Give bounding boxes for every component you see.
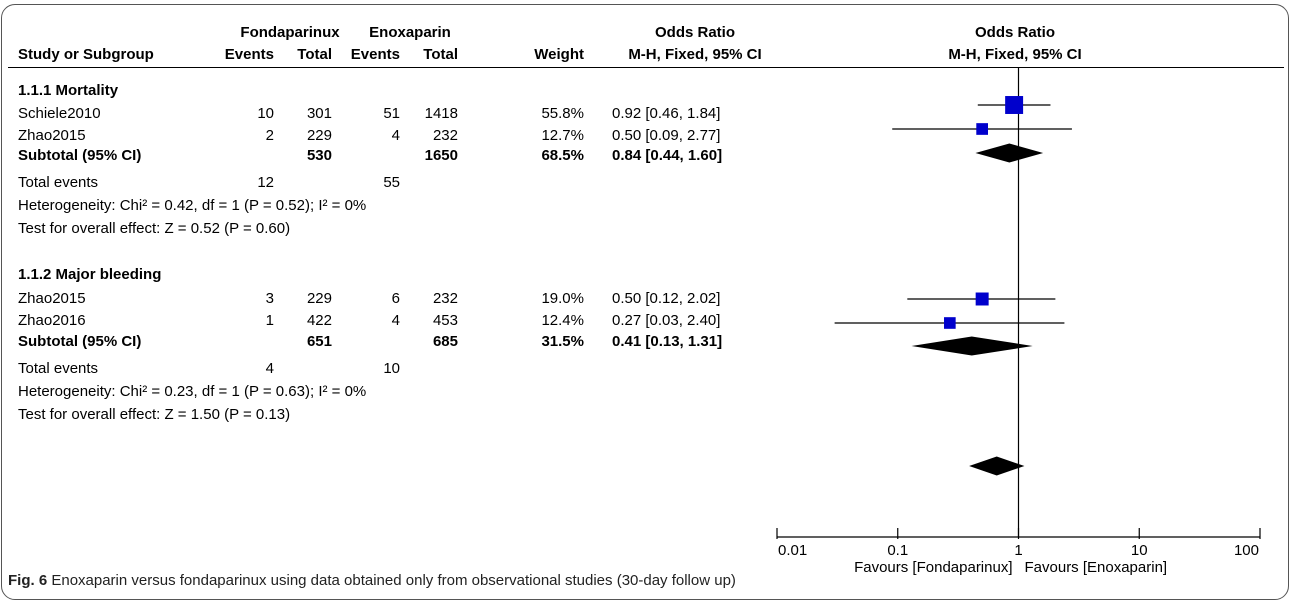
header-study-col: Study or Subgroup bbox=[18, 46, 154, 63]
total-2: 1650 bbox=[424, 147, 458, 164]
total-1: 422 bbox=[306, 312, 332, 329]
pooled-diamond bbox=[975, 143, 1044, 163]
header-or-title: Odds Ratio bbox=[654, 24, 735, 41]
total-1: 229 bbox=[306, 290, 332, 307]
odds-ratio-ci: 0.84 [0.44, 1.60] bbox=[612, 147, 723, 164]
events-2: 55 bbox=[383, 174, 400, 191]
row-label: Schiele2010 bbox=[18, 105, 101, 122]
total-1: 301 bbox=[306, 105, 332, 122]
header-rule bbox=[8, 67, 1284, 68]
caption-label: Fig. 6 bbox=[8, 572, 48, 589]
header-weight: Weight bbox=[534, 46, 584, 63]
row-label: Heterogeneity: Chi² = 0.23, df = 1 (P = … bbox=[18, 383, 367, 400]
row-label: Zhao2016 bbox=[18, 312, 86, 329]
row-label: Total events bbox=[18, 174, 99, 191]
events-1: 3 bbox=[265, 290, 274, 307]
events-1: 12 bbox=[257, 174, 274, 191]
weight: 68.5% bbox=[541, 147, 584, 164]
odds-ratio-ci: 0.50 [0.12, 2.02] bbox=[612, 290, 721, 307]
pooled-diamond bbox=[969, 456, 1025, 476]
row-label: 1.1.1 Mortality bbox=[18, 82, 119, 99]
row-label: Subtotal (95% CI) bbox=[18, 333, 142, 350]
header-plot-method: M-H, Fixed, 95% CI bbox=[948, 46, 1082, 63]
odds-ratio-ci: 0.50 [0.09, 2.77] bbox=[612, 127, 721, 144]
weight: 31.5% bbox=[541, 333, 584, 350]
total-1: 229 bbox=[306, 127, 332, 144]
events-2: 10 bbox=[383, 360, 400, 377]
header-group1: Fondaparinux bbox=[240, 24, 340, 41]
study-marker bbox=[944, 317, 956, 329]
total-2: 232 bbox=[432, 290, 458, 307]
row-label: Test for overall effect: Z = 0.52 (P = 0… bbox=[18, 220, 291, 237]
events-2: 4 bbox=[391, 312, 400, 329]
figure-frame bbox=[1, 4, 1289, 600]
events-2: 6 bbox=[391, 290, 400, 307]
events-1: 4 bbox=[265, 360, 274, 377]
total-2: 453 bbox=[432, 312, 458, 329]
header-plot-title: Odds Ratio bbox=[974, 24, 1055, 41]
events-1: 2 bbox=[265, 127, 274, 144]
row-label: Heterogeneity: Chi² = 0.42, df = 1 (P = … bbox=[18, 197, 367, 214]
row-label: Subtotal (95% CI) bbox=[18, 147, 142, 164]
study-marker bbox=[1005, 96, 1024, 114]
events-1: 10 bbox=[257, 105, 274, 122]
pooled-diamond bbox=[911, 336, 1033, 356]
figure-caption: Fig. 6 Enoxaparin versus fondaparinux us… bbox=[8, 572, 736, 590]
odds-ratio-ci: 0.41 [0.13, 1.31] bbox=[612, 333, 723, 350]
row-label: 1.1.2 Major bleeding bbox=[18, 266, 162, 283]
odds-ratio-ci: 0.92 [0.46, 1.84] bbox=[612, 105, 721, 122]
weight: 55.8% bbox=[541, 105, 584, 122]
x-tick-label: 10 bbox=[1131, 542, 1148, 559]
favours-left-label: Favours [Fondaparinux] bbox=[854, 559, 1012, 576]
weight: 19.0% bbox=[541, 290, 584, 307]
total-2: 232 bbox=[432, 127, 458, 144]
header-events-1: Events bbox=[224, 46, 274, 63]
odds-ratio-ci: 0.27 [0.03, 2.40] bbox=[612, 312, 721, 329]
header-or-method: M-H, Fixed, 95% CI bbox=[628, 46, 762, 63]
row-label: Zhao2015 bbox=[18, 127, 86, 144]
weight: 12.7% bbox=[541, 127, 584, 144]
total-2: 685 bbox=[432, 333, 458, 350]
total-1: 530 bbox=[306, 147, 332, 164]
study-marker bbox=[976, 123, 989, 135]
study-marker bbox=[975, 292, 989, 306]
total-1: 651 bbox=[306, 333, 332, 350]
x-tick-label: 0.1 bbox=[887, 542, 908, 559]
row-label: Zhao2015 bbox=[18, 290, 86, 307]
header-total-2: Total bbox=[423, 46, 458, 63]
x-tick-label: 1 bbox=[1014, 542, 1022, 559]
favours-right-label: Favours [Enoxaparin] bbox=[1025, 559, 1168, 576]
header-total-1: Total bbox=[297, 46, 332, 63]
events-2: 4 bbox=[391, 127, 400, 144]
caption-text: Enoxaparin versus fondaparinux using dat… bbox=[51, 572, 736, 589]
row-label: Total events bbox=[18, 360, 99, 377]
x-tick-label: 100 bbox=[1234, 542, 1259, 559]
weight: 12.4% bbox=[541, 312, 584, 329]
events-2: 51 bbox=[383, 105, 400, 122]
x-tick-label: 0.01 bbox=[778, 542, 807, 559]
header-events-2: Events bbox=[350, 46, 400, 63]
row-label: Test for overall effect: Z = 1.50 (P = 0… bbox=[18, 406, 291, 423]
header-group2: Enoxaparin bbox=[369, 24, 451, 41]
events-1: 1 bbox=[265, 312, 274, 329]
total-2: 1418 bbox=[424, 105, 458, 122]
